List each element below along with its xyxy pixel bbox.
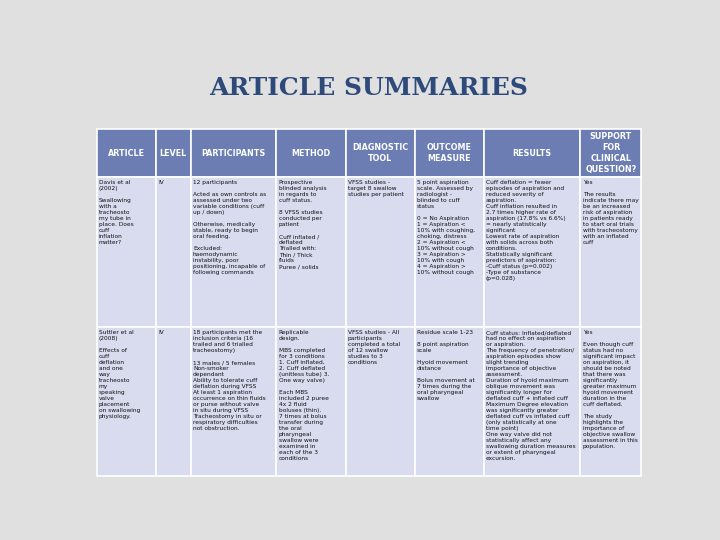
- Bar: [484, 327, 580, 476]
- Bar: [580, 177, 642, 327]
- Text: Replicable
design.

MBS completed
for 3 conditions
1. Cuff inflated,
2. Cuff def: Replicable design. MBS completed for 3 c…: [279, 330, 329, 461]
- Text: Residue scale 1-23

8 point aspiration
scale

Hyoid movement
distance

Bolus mov: Residue scale 1-23 8 point aspiration sc…: [417, 330, 474, 401]
- Text: Cuff status: Inflated/deflated
had no effect on aspiration
or aspiration.
The fr: Cuff status: Inflated/deflated had no ef…: [486, 330, 575, 461]
- Text: VFSS studies - All
participants
completed a total
of 12 swallow
studies to 3
con: VFSS studies - All participants complete…: [348, 330, 400, 365]
- Bar: [96, 327, 156, 476]
- Bar: [191, 129, 276, 177]
- Bar: [96, 129, 156, 177]
- Text: SUPPORT
FOR
CLINICAL
QUESTION?: SUPPORT FOR CLINICAL QUESTION?: [585, 132, 636, 174]
- Bar: [276, 177, 346, 327]
- Text: METHOD: METHOD: [292, 148, 330, 158]
- Bar: [156, 327, 191, 476]
- Bar: [346, 129, 415, 177]
- Text: 12 participants

Acted as own controls as
assessed under two
variable conditions: 12 participants Acted as own controls as…: [193, 180, 266, 275]
- Bar: [191, 177, 276, 327]
- Bar: [484, 177, 580, 327]
- Text: VFSS studies -
target 8 swallow
studies per patient: VFSS studies - target 8 swallow studies …: [348, 180, 404, 198]
- Text: LEVEL: LEVEL: [160, 148, 187, 158]
- Bar: [415, 129, 484, 177]
- Bar: [276, 327, 346, 476]
- Text: IV: IV: [158, 330, 164, 335]
- Text: DIAGNOSTIC
TOOL: DIAGNOSTIC TOOL: [352, 143, 408, 163]
- Bar: [96, 177, 156, 327]
- Bar: [484, 129, 580, 177]
- Text: Yes

The results
indicate there may
be an increased
risk of aspiration
in patien: Yes The results indicate there may be an…: [582, 180, 639, 245]
- Text: Prospective
blinded analysis
in regards to
cuff status.

8 VFSS studies
conducte: Prospective blinded analysis in regards …: [279, 180, 326, 269]
- Text: Suttler et al
(2008)

Effects of
cuff
deflation
and one
way
tracheosto
my
speaki: Suttler et al (2008) Effects of cuff def…: [99, 330, 140, 419]
- Text: Yes

Even though cuff
status had no
significant impact
on aspiration, it
should : Yes Even though cuff status had no signi…: [582, 330, 638, 449]
- Text: RESULTS: RESULTS: [513, 148, 552, 158]
- Text: ARTICLE SUMMARIES: ARTICLE SUMMARIES: [210, 76, 528, 100]
- Bar: [346, 177, 415, 327]
- Text: PARTICIPANTS: PARTICIPANTS: [202, 148, 266, 158]
- Bar: [191, 327, 276, 476]
- Bar: [580, 129, 642, 177]
- Bar: [346, 327, 415, 476]
- Bar: [580, 327, 642, 476]
- Text: OUTCOME
MEASURE: OUTCOME MEASURE: [427, 143, 472, 163]
- Text: Cuff deflation = fewer
episodes of aspiration and
reduced severity of
aspiration: Cuff deflation = fewer episodes of aspir…: [486, 180, 566, 281]
- Text: ARTICLE: ARTICLE: [108, 148, 145, 158]
- Text: IV: IV: [158, 180, 164, 185]
- Bar: [156, 129, 191, 177]
- Bar: [276, 129, 346, 177]
- Text: Davis et al
(2002)

Swallowing
with a
tracheosto
my tube in
place. Does
cuff
inf: Davis et al (2002) Swallowing with a tra…: [99, 180, 134, 245]
- Bar: [415, 177, 484, 327]
- Text: 18 participants met the
inclusion criteria (16
trailed and 6 trialled
tracheosto: 18 participants met the inclusion criter…: [193, 330, 266, 431]
- Text: 5 point aspiration
scale. Assessed by
radiologist -
blinded to cuff
status

0 = : 5 point aspiration scale. Assessed by ra…: [417, 180, 475, 275]
- Bar: [415, 327, 484, 476]
- Bar: [156, 177, 191, 327]
